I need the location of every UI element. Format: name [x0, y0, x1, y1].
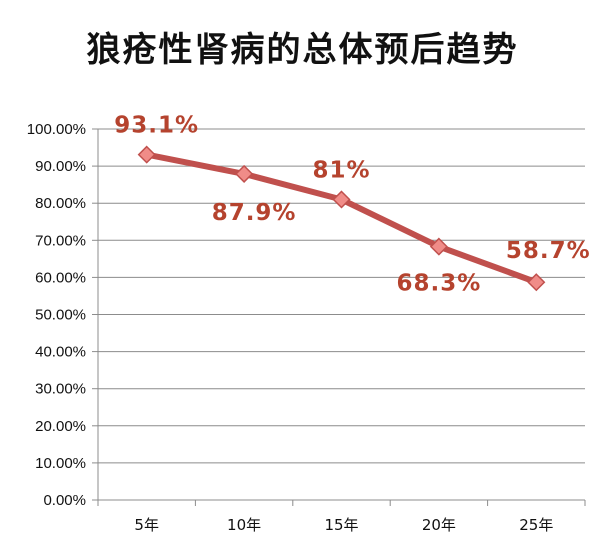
data-label: 68.3%: [397, 271, 482, 297]
x-tick-label: 15年: [324, 516, 358, 534]
data-labels: 93.1% 87.9% 81% 68.3% 58.7%: [114, 113, 591, 297]
y-tick-label: 80.00%: [35, 195, 86, 212]
y-tick-label: 10.00%: [35, 455, 86, 472]
x-tick-label: 10年: [227, 516, 261, 534]
y-tick-label: 20.00%: [35, 418, 86, 435]
y-tick-label: 50.00%: [35, 307, 86, 324]
x-axis-ticks: 5年 10年 15年 20年 25年: [134, 516, 553, 534]
data-point: [429, 237, 448, 256]
y-tick-label: 0.00%: [43, 492, 86, 509]
y-tick-label: 100.00%: [27, 121, 86, 138]
axes: [92, 128, 586, 506]
y-tick-label: 70.00%: [35, 232, 86, 249]
x-tick-label: 20年: [422, 516, 456, 534]
data-label: 58.7%: [506, 238, 591, 264]
y-tick-label: 90.00%: [35, 158, 86, 175]
data-label: 93.1%: [114, 113, 199, 139]
y-tick-label: 30.00%: [35, 381, 86, 398]
data-label: 87.9%: [212, 200, 297, 226]
y-tick-label: 60.00%: [35, 269, 86, 286]
data-point: [235, 164, 254, 183]
x-tick-label: 25年: [519, 516, 553, 534]
y-axis-ticks: 0.00% 10.00% 20.00% 30.00% 40.00% 50.00% 60.00…: [27, 121, 86, 509]
y-tick-label: 40.00%: [35, 344, 86, 361]
data-point: [527, 273, 546, 292]
data-label: 81%: [312, 157, 370, 183]
series: [137, 145, 546, 292]
gridlines: [98, 128, 585, 464]
data-point: [332, 190, 351, 209]
data-point: [137, 145, 156, 164]
x-tick-label: 5年: [134, 516, 159, 534]
chart-title: 狼疮性肾病的总体预后趋势: [86, 30, 519, 70]
